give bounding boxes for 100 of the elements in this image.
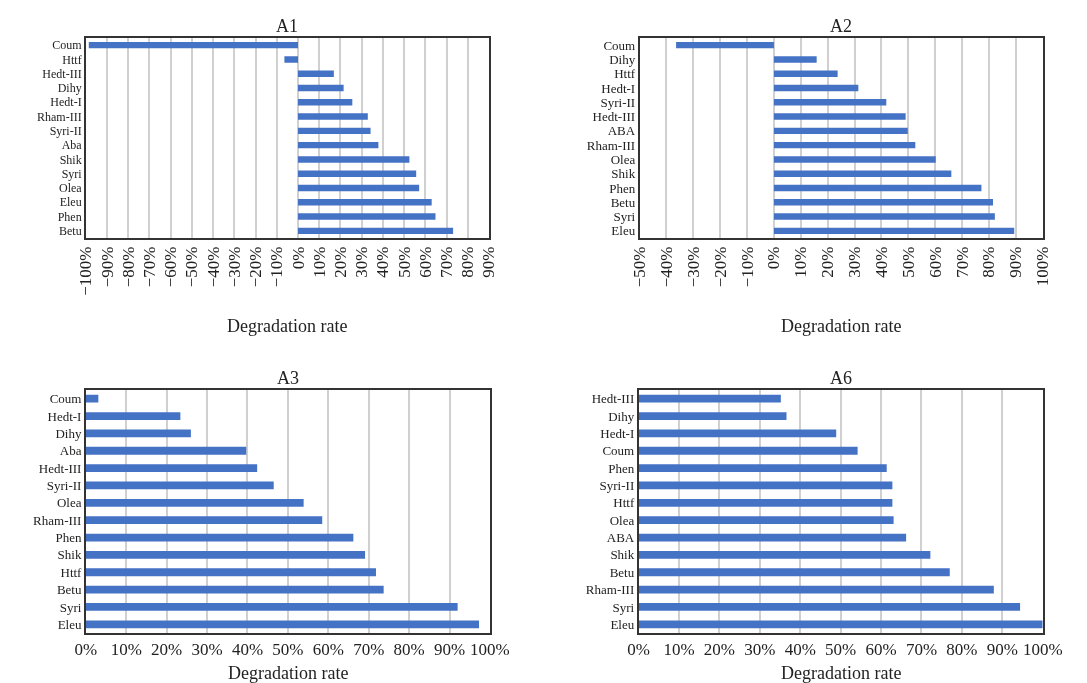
y-tick-label: Aba [59,443,82,459]
x-tick-label: 30% [845,246,865,278]
bar [297,156,410,163]
x-tick-label: −10% [737,246,757,288]
y-tick-label: Betu [609,564,635,580]
y-tick-label: Httf [613,495,635,511]
chart-title: A3 [277,368,299,388]
bar [773,184,982,192]
chart-title: A2 [830,16,852,36]
y-tick-label: Coum [602,443,635,459]
y-tick-label: Shik [610,547,635,563]
y-tick-label: Olea [59,181,83,196]
x-tick-label: 30% [191,640,223,660]
bar [773,113,906,120]
bar [284,56,298,63]
y-tick-label: Syri [612,599,635,615]
bar [638,394,781,403]
x-tick-label: 90% [986,640,1018,660]
x-tick-label: 70% [952,246,972,278]
bar [773,170,952,177]
chart-title: A1 [276,16,298,36]
y-tick-label: ABA [606,530,635,546]
y-tick-label: Syri-II [49,124,82,139]
y-tick-label: Eleu [59,195,82,210]
y-tick-label: Phen [57,209,82,224]
y-tick-label: Syri-II [46,478,82,494]
bar [85,550,366,559]
x-tick-label: −20% [710,246,730,288]
bar [297,141,379,149]
bar [638,568,950,577]
x-tick-label: −60% [161,246,181,288]
y-tick-label: Olea [56,495,82,511]
y-tick-label: Eleu [57,616,82,632]
bar [85,585,384,594]
y-tick-label: Olea [610,151,636,167]
y-tick-label: Aba [61,138,83,153]
y-tick-label: Coum [52,38,83,53]
bar [85,498,304,507]
bar [773,84,859,92]
bar [638,516,894,525]
y-tick-label: Httf [614,66,636,82]
x-tick-label: 40% [871,246,891,278]
bar [773,227,1015,235]
x-tick-label: 70% [437,246,457,278]
y-tick-label: Dihy [609,51,636,67]
y-tick-label: Hedt-I [601,80,636,96]
y-tick-label: Coum [603,37,636,53]
x-tick-label: 50% [272,640,304,660]
x-tick-label: −20% [246,246,266,288]
y-tick-label: Syri-II [599,478,635,494]
bar [676,41,774,49]
bar [773,156,936,163]
bar [85,603,458,611]
bar [638,620,1043,629]
y-tick-label: Rham-III [33,512,82,528]
bar [638,446,858,455]
x-tick-label: 70% [905,640,938,660]
bar [638,603,1021,611]
bar [297,127,371,135]
x-tick-label: 40% [373,246,393,278]
y-tick-label: Rham-III [585,582,635,598]
x-tick-label: 0% [764,246,784,270]
x-axis-title: Degradation rate [781,663,902,683]
x-tick-label: 80% [458,246,478,278]
bar [638,498,893,507]
x-axis-title: Degradation rate [227,316,348,336]
x-tick-label: 40% [784,640,816,660]
x-tick-label: −70% [139,246,159,288]
y-tick-label: Hedt-III [591,391,635,407]
bar [638,550,931,559]
x-tick-label: 10% [309,246,329,278]
bar [773,99,887,106]
bar [773,70,838,77]
x-tick-label: 70% [353,640,385,660]
y-tick-label: Syri [613,209,636,225]
y-tick-label: Eleu [611,223,636,239]
x-axis-title: Degradation rate [228,663,349,683]
x-tick-label: 40% [231,640,264,660]
x-axis-title: Degradation rate [781,316,902,336]
x-tick-label: −50% [630,246,650,288]
bar [85,394,99,403]
x-tick-label: 0% [627,640,650,660]
y-tick-label: Shik [57,547,82,563]
x-tick-label: 20% [703,640,735,660]
x-tick-label: 50% [394,246,414,278]
y-tick-label: Hedt-III [42,66,82,81]
x-tick-label: 100% [470,640,510,660]
x-tick-label: −40% [203,246,223,288]
y-tick-label: Dihy [608,408,635,424]
bar [85,446,247,455]
x-tick-label: 20% [330,246,350,278]
y-tick-label: ABA [607,123,636,139]
y-tick-label: Phen [608,460,635,476]
x-tick-label: −80% [118,246,138,288]
y-tick-label: Eleu [610,616,635,632]
x-tick-label: 90% [479,246,499,278]
y-tick-label: Rham-III [37,109,82,124]
y-tick-label: Hedt-III [592,109,636,125]
bar [85,464,258,473]
bar [297,84,344,92]
